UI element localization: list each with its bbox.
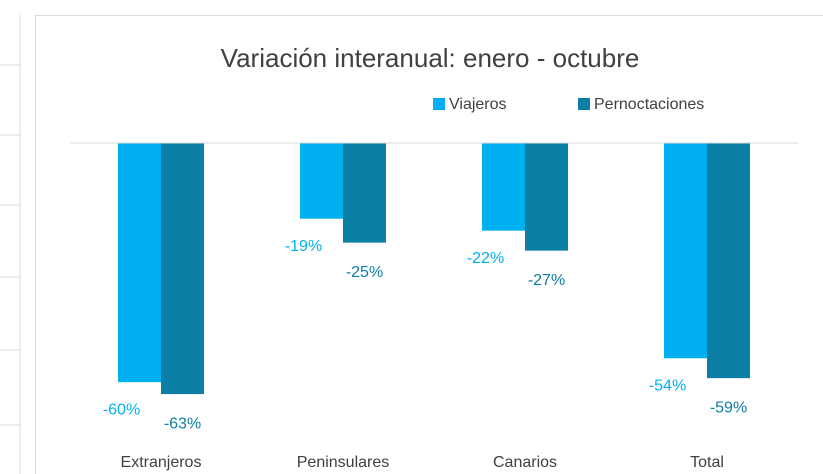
bar (482, 143, 525, 231)
x-tick-label: Canarios (493, 454, 557, 471)
x-tick-label: Total (690, 454, 724, 471)
legend-label: Viajeros (449, 96, 507, 113)
bar (343, 143, 386, 243)
legend-swatch (578, 98, 590, 110)
legend-label: Pernoctaciones (594, 96, 704, 113)
data-label: -54% (649, 377, 686, 394)
bar (707, 143, 750, 379)
data-label: -27% (528, 272, 565, 289)
data-label: -60% (103, 401, 140, 418)
bar (300, 143, 343, 219)
neighbor-panel (0, 15, 21, 474)
data-label: -25% (346, 264, 383, 281)
legend-swatch (433, 98, 445, 110)
bar (664, 143, 707, 359)
bar (118, 143, 161, 383)
chart-title: Variación interanual: enero - octubre (221, 43, 640, 73)
bar (525, 143, 568, 251)
chart-border (35, 15, 823, 474)
bar (161, 143, 204, 395)
data-label: -63% (164, 415, 201, 432)
x-tick-label: Peninsulares (297, 454, 390, 471)
x-tick-label: Extranjeros (121, 454, 202, 471)
data-label: -22% (467, 250, 504, 267)
data-label: -19% (285, 238, 322, 255)
data-label: -59% (710, 399, 747, 416)
